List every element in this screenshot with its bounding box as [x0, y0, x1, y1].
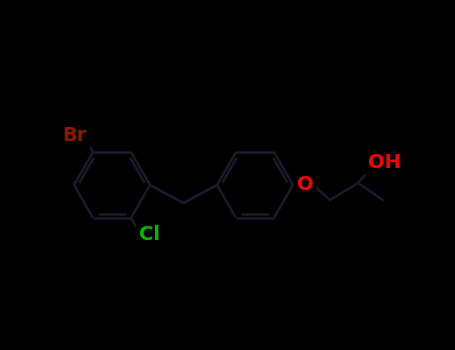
Text: Cl: Cl — [139, 224, 160, 244]
Text: OH: OH — [368, 154, 400, 173]
Text: Br: Br — [62, 126, 87, 146]
Text: O: O — [297, 175, 313, 195]
